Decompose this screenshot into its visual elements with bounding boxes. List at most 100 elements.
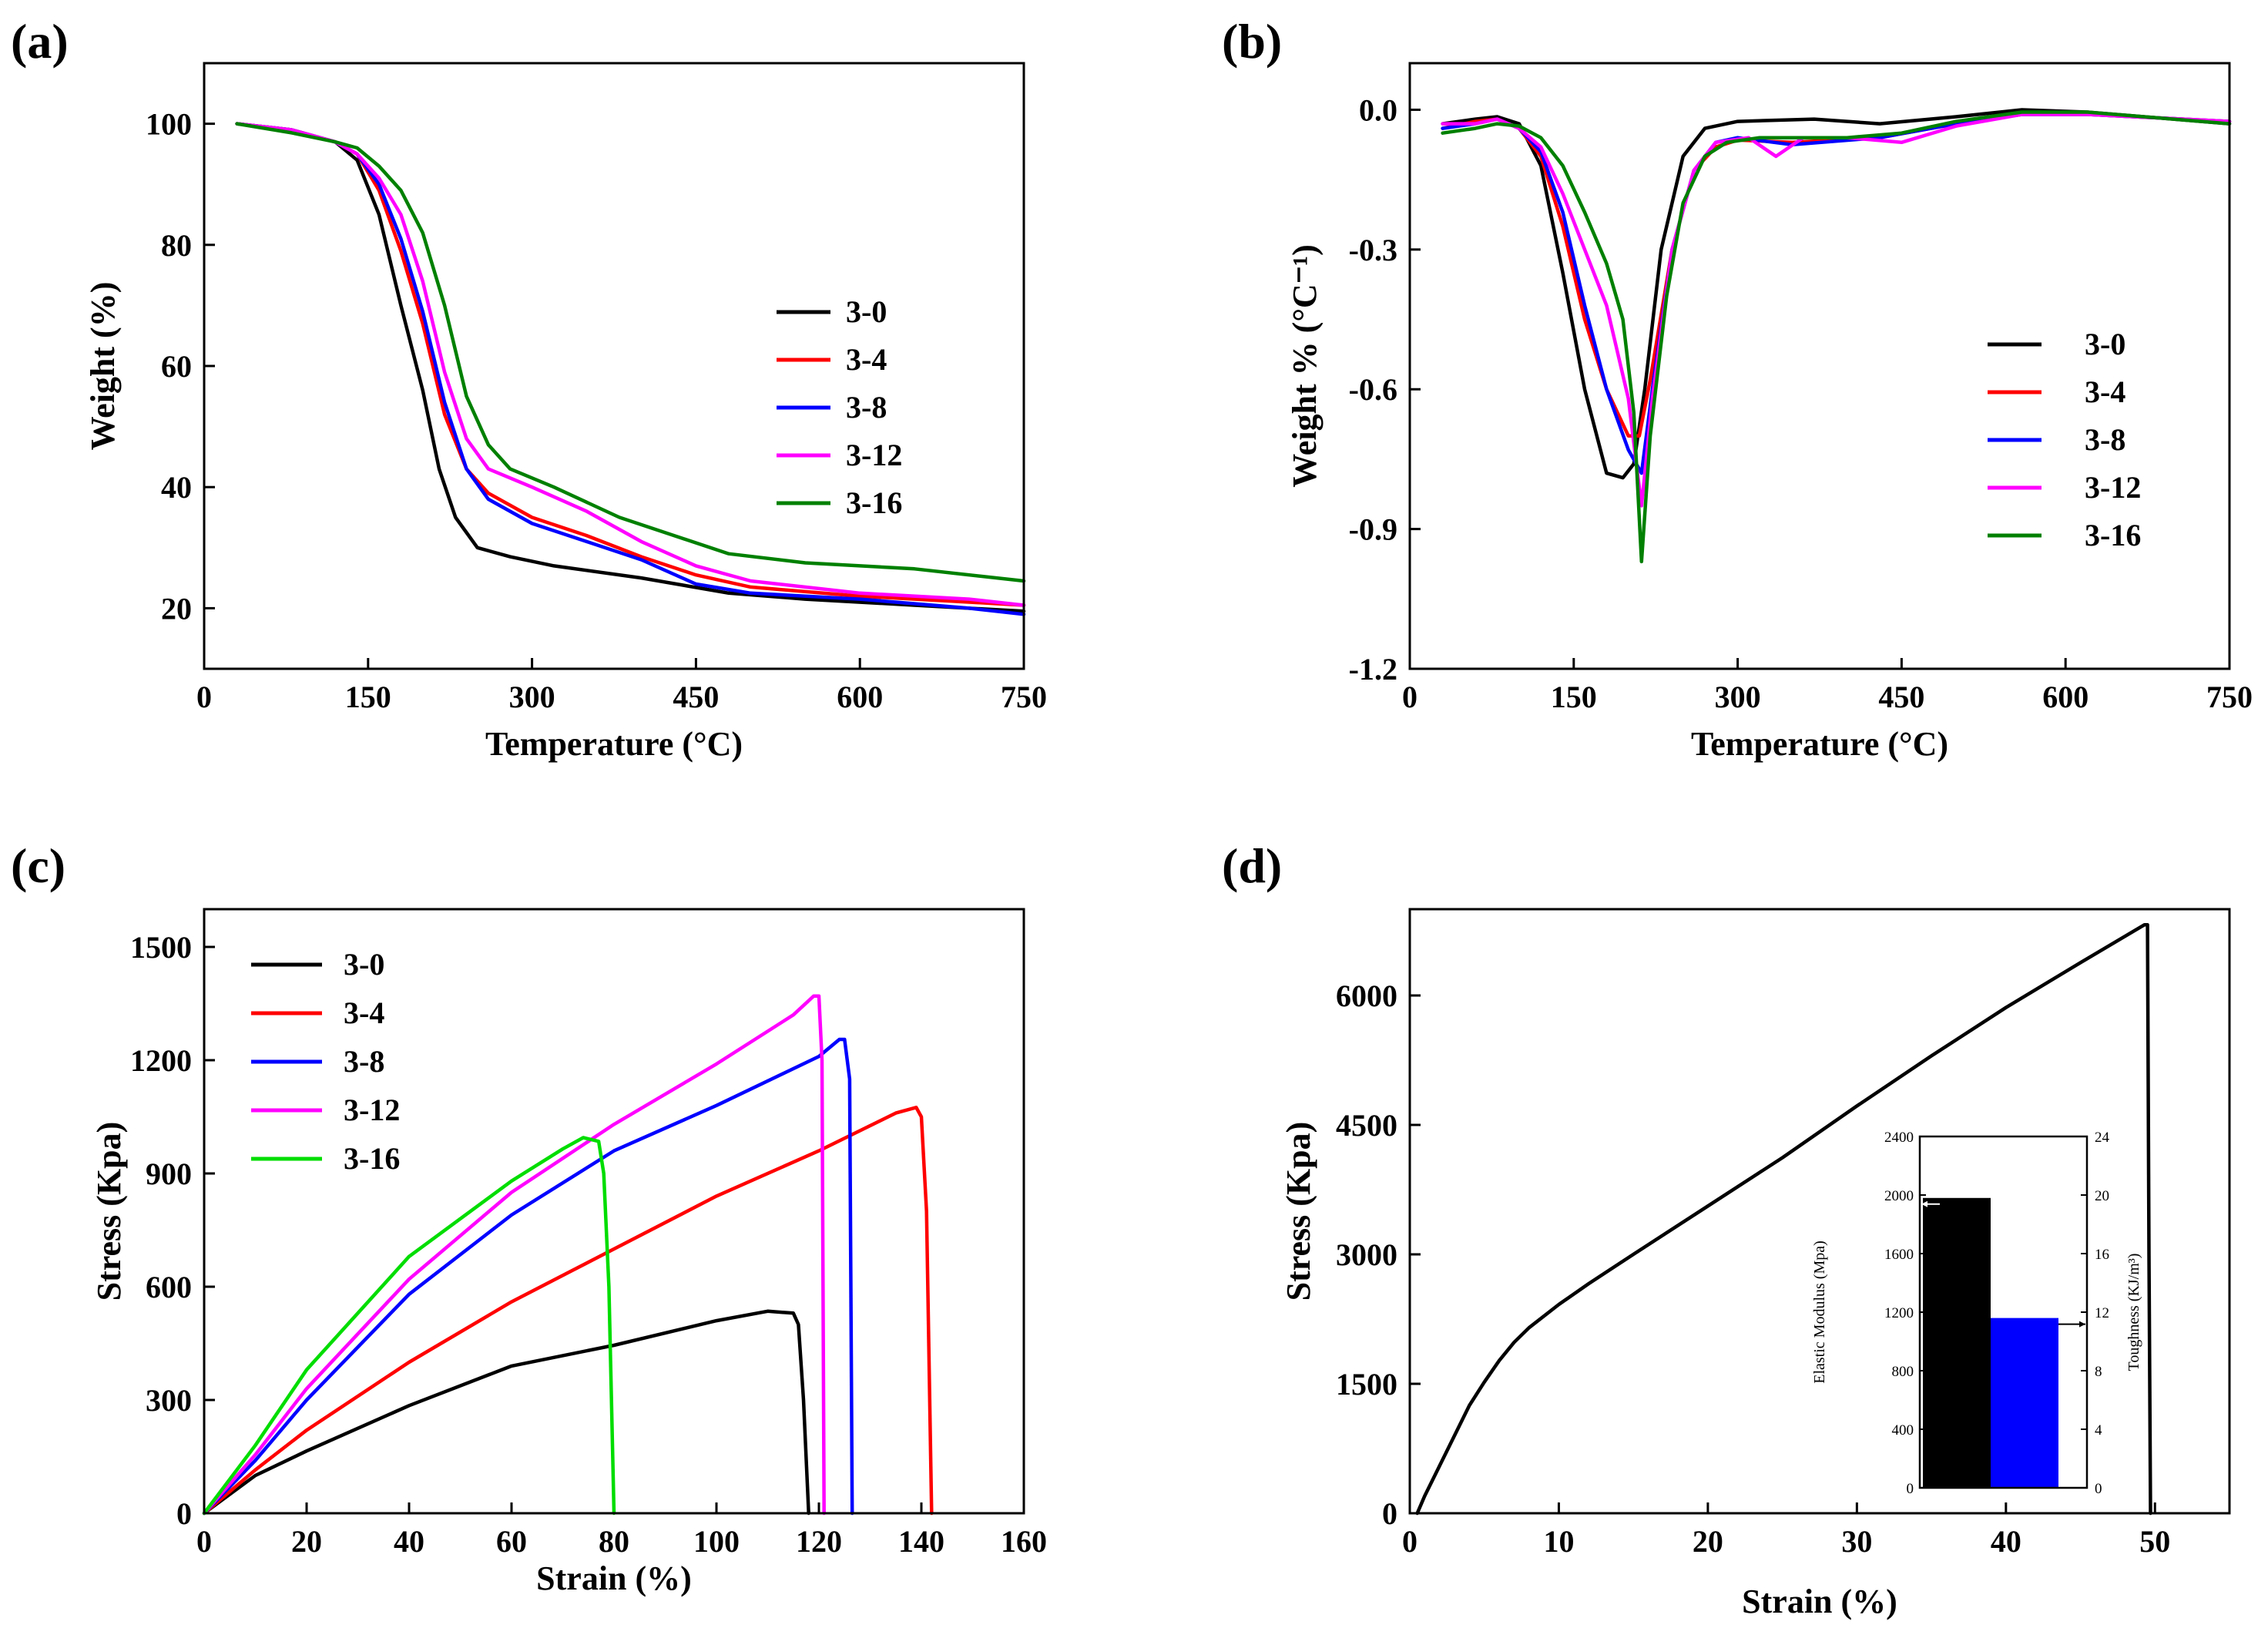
panel-b-ytick-label: -0.9	[1349, 512, 1397, 547]
inset-right-arrowhead-icon	[2079, 1321, 2085, 1328]
panel-b-ytick-label: -1.2	[1349, 652, 1397, 687]
panel-a-xtick-label: 150	[345, 680, 391, 714]
inset-right-ytick-label: 16	[2095, 1247, 2109, 1263]
panel-d-ytick-label: 6000	[1336, 979, 1397, 1013]
inset-left-arrowhead-icon	[1921, 1200, 1927, 1207]
panel-c-ytick-label: 1200	[130, 1043, 192, 1078]
panel-d-xtick-label: 50	[2139, 1524, 2170, 1559]
panel-a-xtick-label: 300	[509, 680, 555, 714]
panel-a-ytick-label: 80	[161, 228, 192, 263]
legend-c-3-0-label: 3-0	[344, 947, 384, 982]
panel-b-xtick-label: 300	[1715, 680, 1761, 714]
panel-a-xtick-label: 0	[196, 680, 212, 714]
panel-c-series-3-12	[202, 994, 826, 1516]
inset-right-ytick-label: 12	[2095, 1305, 2109, 1321]
panel-c-xtick-label: 120	[796, 1524, 842, 1559]
inset-left-ytick-label: 0	[1907, 1481, 1914, 1497]
panel-a-ytick-label: 40	[161, 470, 192, 505]
panel-d-inset: 0 400 800 1200 1600 2000 2400 0 4 8 12 16 20 24 Elast…	[1811, 1130, 2142, 1497]
panel-d-letter: (d)	[1222, 838, 1282, 893]
inset-right-ytick-label: 4	[2095, 1422, 2102, 1439]
panel-a-frame	[203, 62, 1025, 670]
legend-a-3-4-label: 3-4	[846, 342, 887, 377]
inset-left-ytick-label: 800	[1892, 1364, 1914, 1380]
inset-right-ylabel: Toughness (KJ/m³)	[2125, 1254, 2142, 1371]
legend-c-3-4-label: 3-4	[344, 995, 384, 1030]
panel-d-xtick-label: 30	[1841, 1524, 1872, 1559]
inset-left-ytick-label: 400	[1892, 1422, 1914, 1439]
panel-c-xtick-label: 140	[898, 1524, 944, 1559]
legend-b-3-4-label: 3-4	[2085, 374, 2125, 409]
panel-d-xtick-label: 0	[1402, 1524, 1418, 1559]
panel-a-ylabel: Weight (%)	[84, 282, 122, 451]
panel-b-ylabel: Weight % (°C⁻¹)	[1286, 244, 1324, 488]
panel-a-series-3-0	[235, 122, 1026, 613]
panel-d-series-curve	[1415, 922, 2152, 1516]
legend-c-3-16-label: 3-16	[344, 1141, 400, 1176]
panel-c-series-3-4	[202, 1106, 934, 1516]
panel-b-ytick-label: -0.6	[1349, 372, 1397, 407]
panel-a-series-3-8	[235, 122, 1026, 616]
panel-a-xtick-label: 600	[837, 680, 883, 714]
panel-c-series-3-8	[202, 1037, 854, 1516]
panel-c-xtick-label: 100	[693, 1524, 740, 1559]
panel-d-xtick-label: 20	[1693, 1524, 1723, 1559]
panel-a-series-3-16	[235, 122, 1026, 583]
panel-a-letter: (a)	[11, 14, 69, 69]
inset-left-ytick-label: 2000	[1884, 1188, 1914, 1204]
legend-c-3-8-label: 3-8	[344, 1044, 384, 1079]
panel-b-legend: 3-0 3-4 3-8 3-12 3-16	[1988, 327, 2141, 552]
panel-a-plot-area: 0 150 300 450 600 750 20 40 60 80 100	[146, 107, 1047, 714]
panel-c-xtick-label: 80	[599, 1524, 629, 1559]
panel-a: (a) 0 150 300 450 600 750 20 40 60 80 100 Temperat…	[11, 14, 1047, 763]
panel-c-letter: (c)	[11, 838, 65, 893]
inset-bar-elastic-modulus	[1923, 1197, 1991, 1488]
panel-c-ytick-label: 300	[146, 1383, 192, 1418]
panel-c-series-3-16	[202, 1136, 616, 1516]
panel-c-xtick-label: 0	[196, 1524, 212, 1559]
inset-frame	[1918, 1135, 2089, 1489]
panel-b-letter: (b)	[1222, 14, 1282, 69]
panel-d-ytick-label: 1500	[1336, 1367, 1397, 1402]
inset-right-ytick-label: 24	[2095, 1130, 2110, 1146]
panel-c-xtick-label: 160	[1001, 1524, 1047, 1559]
panel-b-frame	[1408, 62, 2231, 670]
legend-a-3-16-label: 3-16	[846, 485, 902, 520]
legend-a-3-8-label: 3-8	[846, 390, 887, 425]
panel-a-xtick-label: 750	[1001, 680, 1047, 714]
panel-c-legend: 3-0 3-4 3-8 3-12 3-16	[251, 947, 400, 1176]
panel-d-ytick-label: 3000	[1336, 1237, 1397, 1272]
panel-d-ytick-label: 0	[1382, 1496, 1397, 1531]
panel-c-ytick-label: 900	[146, 1157, 192, 1191]
panel-a-ytick-label: 100	[146, 107, 192, 142]
panel-d-xlabel: Strain (%)	[1742, 1583, 1897, 1620]
panel-b-xtick-label: 150	[1551, 680, 1597, 714]
inset-bars: 0 400 800 1200 1600 2000 2400 0 4 8 12 16 20 24	[1884, 1130, 2110, 1497]
panel-b-xtick-label: 0	[1402, 680, 1418, 714]
legend-a-3-0-label: 3-0	[846, 294, 887, 329]
inset-left-ytick-label: 1200	[1884, 1305, 1914, 1321]
panel-c-series-3-0	[202, 1309, 810, 1516]
panel-a-ytick-label: 20	[161, 591, 192, 626]
panel-c-ylabel: Stress (Kpa)	[90, 1122, 128, 1301]
panel-b-xlabel: Temperature (°C)	[1691, 725, 1948, 763]
panel-c-xtick-label: 40	[394, 1524, 424, 1559]
panel-d-ylabel: Stress (Kpa)	[1280, 1122, 1317, 1301]
inset-right-ytick-label: 8	[2095, 1364, 2102, 1380]
panel-b: (b) 0 150 300 450 600 7500.0-0.3-0.6-0.9-1.2 …	[1222, 14, 2253, 763]
panel-b-xtick-label: 450	[1878, 680, 1924, 714]
panel-b-xtick-label: 600	[2042, 680, 2089, 714]
panel-c-ytick-label: 600	[146, 1270, 192, 1304]
panel-b-ytick-label: -0.3	[1349, 233, 1397, 267]
panel-a-legend: 3-0 3-4 3-8 3-12 3-16	[777, 294, 902, 520]
panel-c-xtick-label: 20	[291, 1524, 322, 1559]
panel-d-frame	[1408, 908, 2231, 1515]
legend-b-3-0-label: 3-0	[2085, 327, 2125, 361]
panel-b-series-3-8	[1441, 112, 2232, 475]
panel-c-ytick-label: 0	[176, 1496, 192, 1531]
panel-c-plot-area: 0 20 40 60 80 100 120 140 160 0 300 600 900 1200 1500	[130, 930, 1047, 1559]
inset-right-ytick-label: 20	[2095, 1188, 2109, 1204]
panel-a-ytick-label: 60	[161, 349, 192, 384]
panel-b-xtick-label: 750	[2206, 680, 2253, 714]
